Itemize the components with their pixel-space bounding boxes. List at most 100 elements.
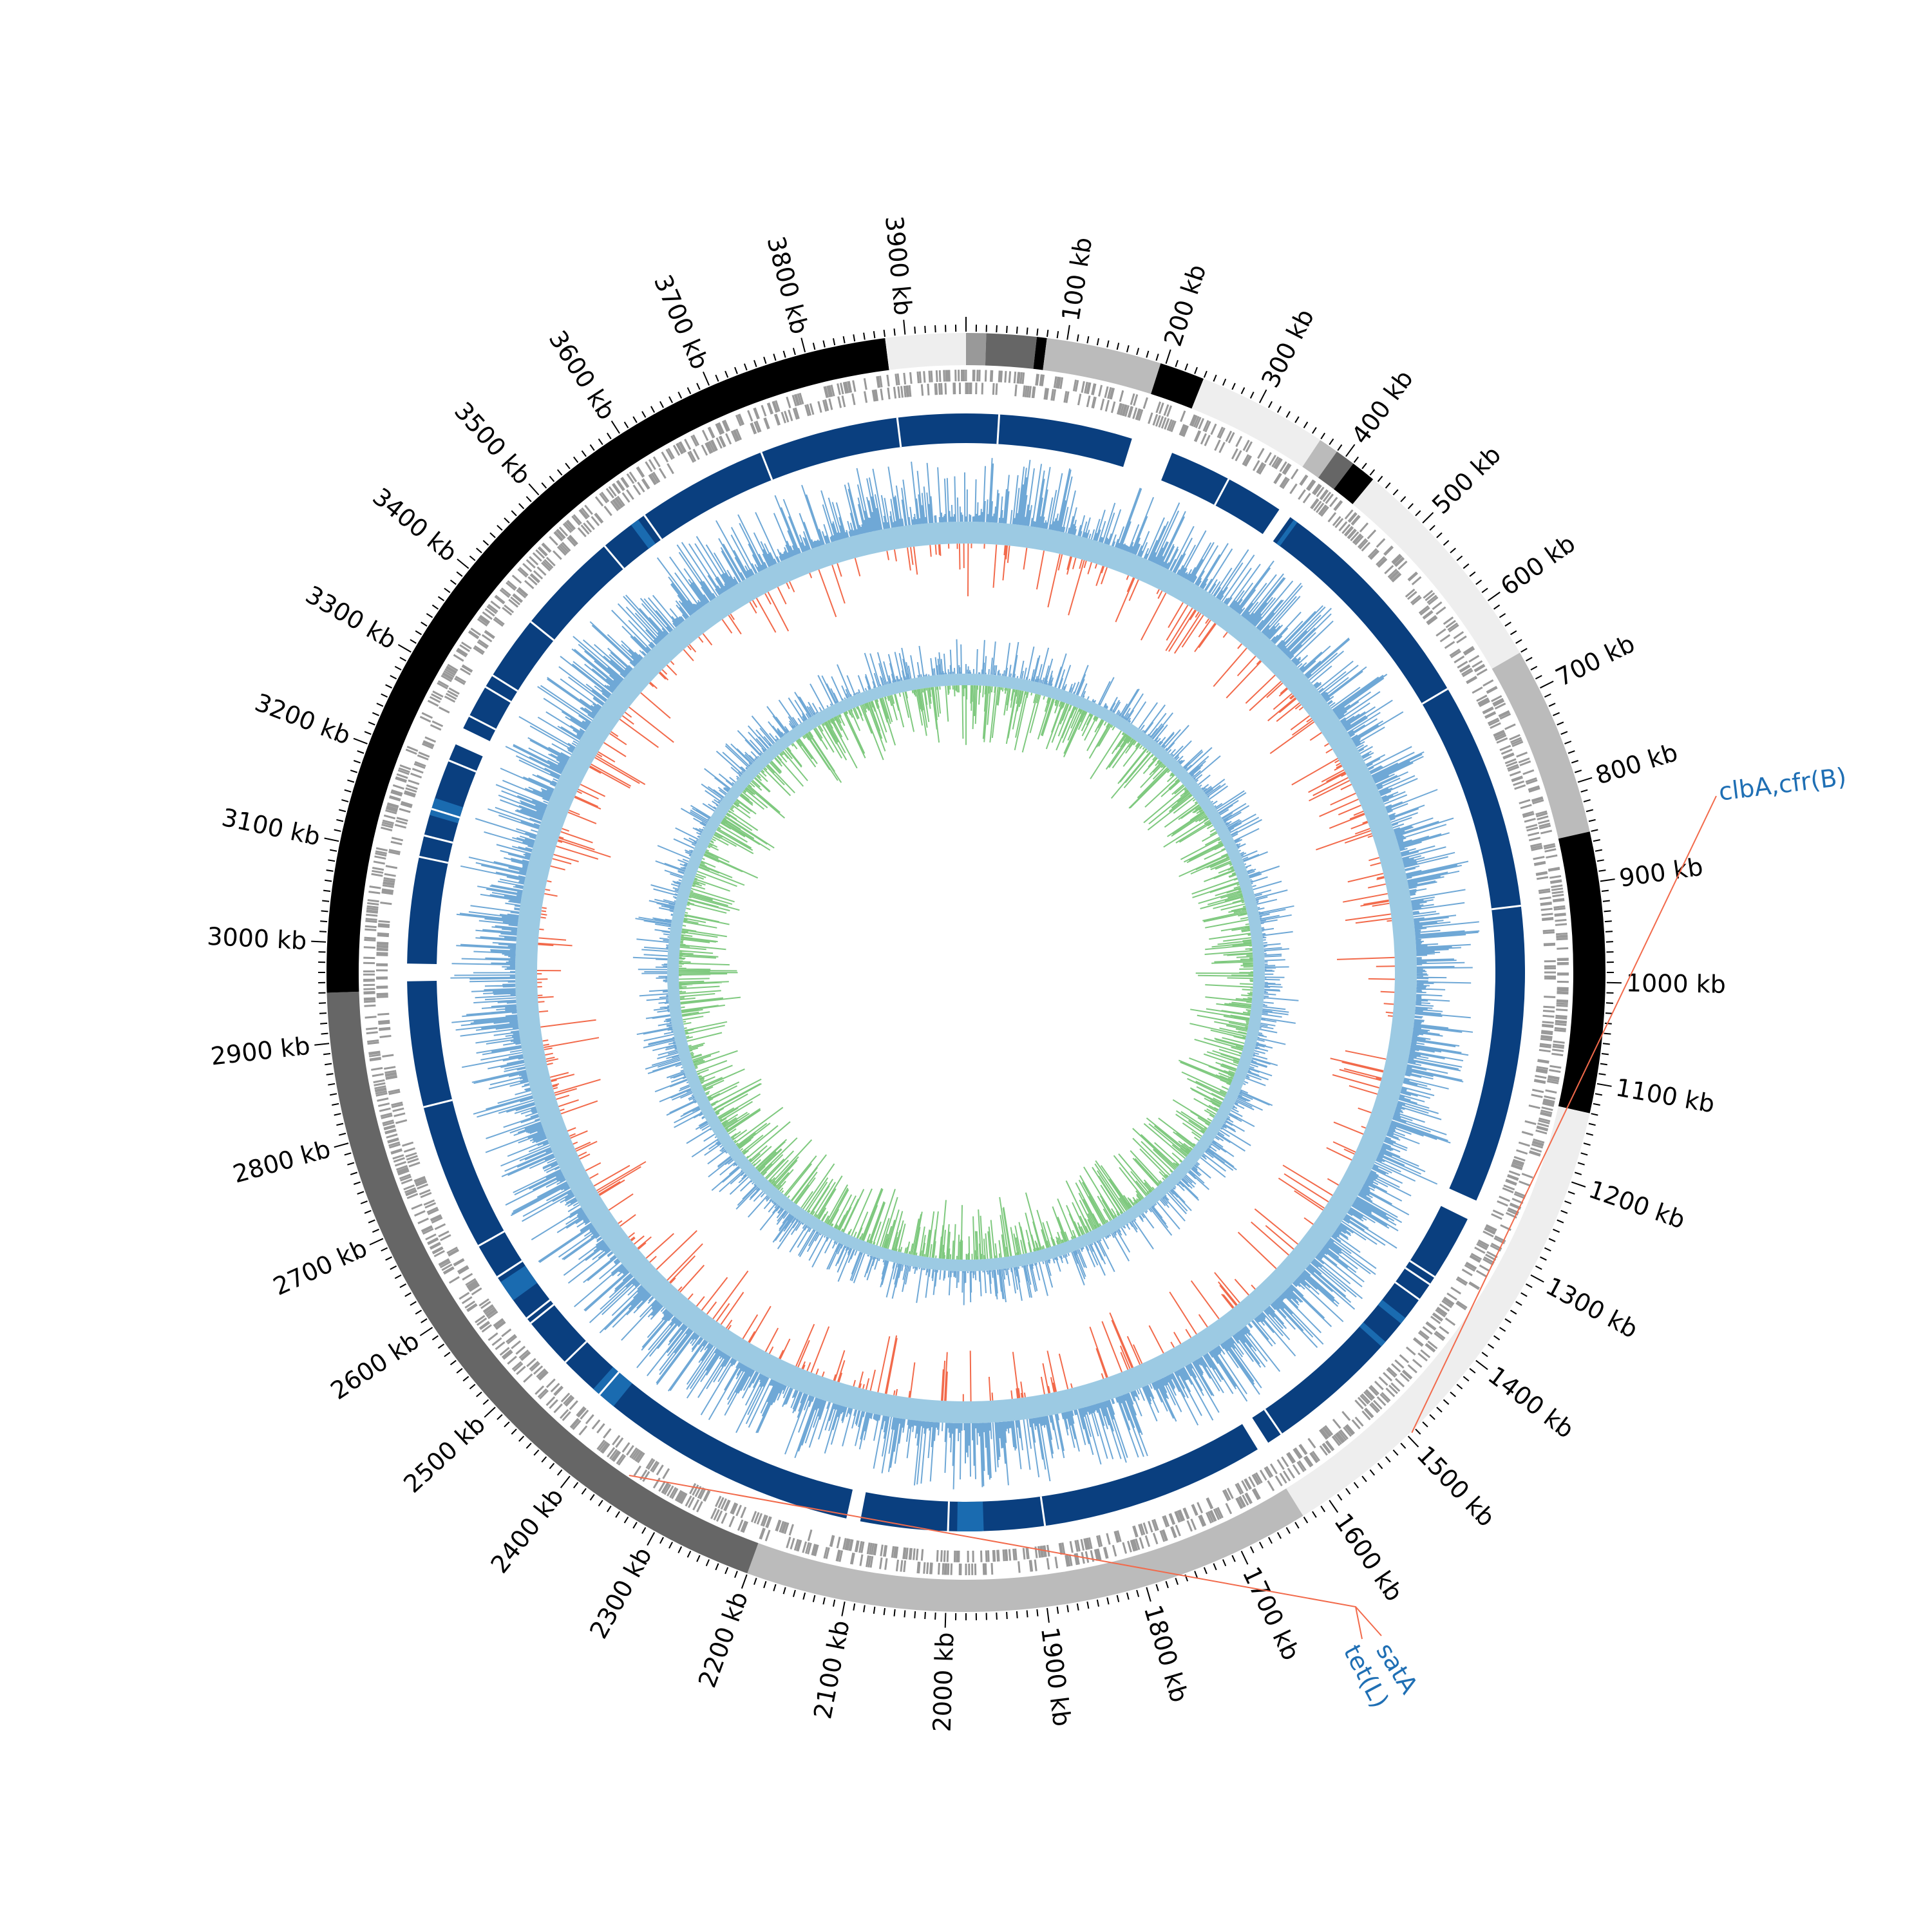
blast-hit-variant [1359,1322,1386,1347]
tick-label: 1600 kb [1329,1508,1408,1607]
tick-label: 300 kb [1256,305,1320,392]
tick-label: 700 kb [1551,629,1640,692]
contig-segment [327,991,759,1574]
gc-above-bars [450,458,1480,1490]
blast-hit-variant [500,1265,538,1301]
blast-hit-variant [430,798,464,824]
tick-label: 3500 kb [449,397,536,490]
contig-segment [1318,451,1354,489]
annotation-label: clbA,cfr(B) [1717,762,1848,806]
blast-hit-break [1421,688,1448,705]
tick-label: 2800 kb [230,1135,334,1189]
blast-hit-break [1491,904,1521,911]
blast-hit-segment [407,744,483,964]
gc-content-band [515,522,1417,1423]
blast-hit-break [947,1501,950,1531]
blast-hit-variant [1276,519,1298,547]
blast-hit-break [1405,1267,1431,1285]
blast-hit-break [526,1299,551,1320]
tick-label: 500 kb [1426,440,1506,520]
tick-label: 2200 kb [693,1588,753,1692]
tick-label: 3100 kb [220,803,323,851]
blast-hit-break [643,515,663,540]
blast-hit-variant [1378,1300,1406,1324]
tick-label: 600 kb [1495,529,1580,601]
blast-hit-break [485,686,512,703]
blast-hit-break [598,1371,620,1396]
blast-hit-segment [1273,516,1526,1201]
contig-segment [1033,337,1047,370]
tick-label: 3900 kb [880,214,918,316]
blast-hit-segment [860,1424,1258,1531]
tick-label: 2600 kb [325,1326,424,1405]
blast-ring [407,413,1526,1531]
gene-track [363,369,1569,1576]
tick-label: 1500 kb [1411,1441,1501,1532]
gene-marks [363,369,1569,1576]
tick-label: 1200 kb [1585,1175,1689,1234]
tick-label: 1100 kb [1614,1073,1717,1118]
contig-segment [885,333,966,370]
tick-label: 100 kb [1056,235,1097,323]
gc-below-bars [536,543,1395,1402]
blast-hit-break [419,855,449,864]
tick-label: 400 kb [1346,365,1419,449]
blast-hit-break [1039,1496,1046,1526]
tick-label: 1000 kb [1626,969,1727,998]
contig-segment [1151,363,1204,409]
tick-marks [311,317,1622,1628]
tick-label: 3800 kb [761,233,814,337]
blast-hit-break [423,1099,453,1108]
blast-hit-segment [407,981,853,1519]
blast-hit-break [996,414,1001,444]
blast-hit-break [1394,1281,1420,1301]
blast-hit-break [530,1303,554,1324]
blast-hit-break [760,451,773,480]
blast-hit-break [603,545,625,569]
tick-label: 800 kb [1592,738,1681,790]
tick-label: 1700 kb [1237,1562,1305,1665]
blast-hit-break [478,1230,505,1247]
contig-segment [1334,463,1374,504]
blast-hit-break [1213,478,1230,506]
contig-segment [1302,440,1337,478]
tick-label: 2300 kb [584,1542,658,1643]
blast-hit-break [431,808,460,819]
blast-hit-variant [957,1501,984,1531]
blast-hit-break [564,1341,587,1363]
tick-label: 900 kb [1617,853,1705,893]
contig-segment [1286,1106,1590,1516]
blast-hit-variant [593,1367,632,1406]
tick-label: 3600 kb [544,325,621,424]
tick-label: 3300 kb [301,580,401,655]
annotation-line [1411,795,1717,1434]
tick-label: 1800 kb [1139,1602,1194,1705]
annotation-line [1355,1606,1363,1640]
blast-hit-break [1264,1408,1283,1435]
tick-label: 3000 kb [206,922,307,955]
blast-hit-break [497,1260,523,1278]
tick-label: 2900 kb [209,1032,312,1071]
contig-segment [1558,831,1605,1113]
contig-ring [326,333,1605,1612]
gc-skew-band [667,674,1265,1271]
contig-segment [966,333,987,366]
blast-hit-break [448,759,477,773]
tick-label: 1900 kb [1036,1625,1076,1728]
blast-hit-break [530,621,554,641]
contig-segment [985,333,1037,369]
tick-label: 1300 kb [1541,1272,1642,1344]
blast-hit-break [469,715,497,731]
blast-hit-segment [463,413,966,741]
tick-label: 2000 kb [928,1632,960,1732]
tick-label: 3200 kb [251,688,354,750]
tick-label: 200 kb [1159,261,1212,350]
contig-segment [1492,652,1590,839]
tick-lines [311,317,1622,1628]
contig-segment [326,337,889,993]
blast-hit-break [424,834,453,844]
contig-segment [1191,379,1321,467]
tick-label: 1400 kb [1482,1361,1579,1444]
tick-label: 2400 kb [485,1482,569,1578]
